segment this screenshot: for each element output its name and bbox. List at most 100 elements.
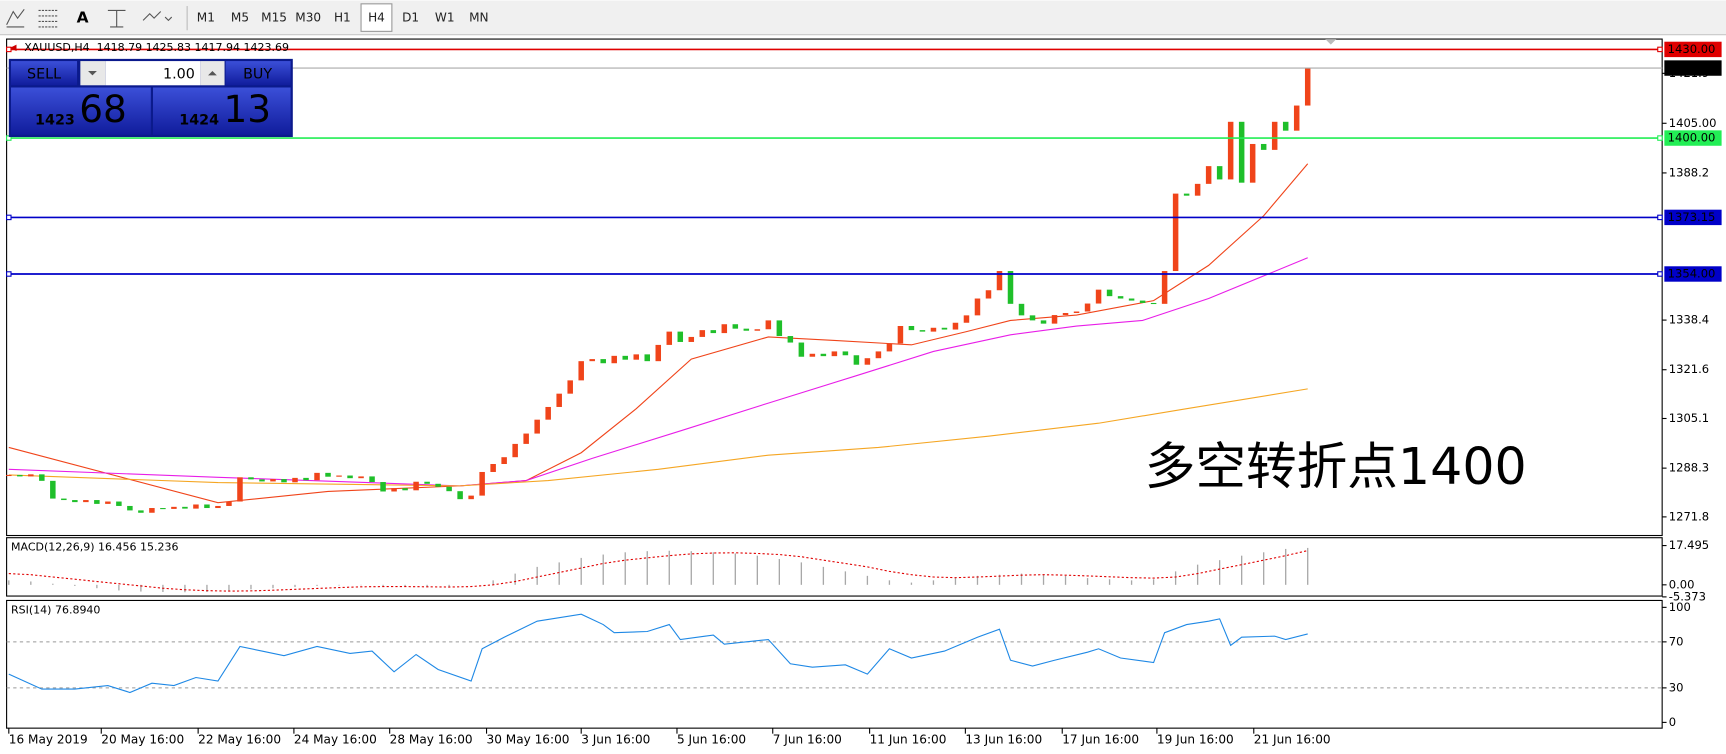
x-tick-label: 17 Jun 16:00 bbox=[1062, 733, 1139, 747]
candle bbox=[1150, 302, 1157, 305]
annotation: 多空转折点1400 bbox=[1145, 437, 1527, 496]
timeframe-button[interactable]: M30 bbox=[295, 11, 321, 25]
timeframe-active bbox=[360, 3, 393, 32]
sell-price[interactable] bbox=[11, 87, 151, 135]
price-panel bbox=[6, 38, 1663, 537]
candle bbox=[578, 361, 584, 381]
text-tool[interactable]: A bbox=[77, 9, 89, 27]
trade-panel: SELL 1.00 BUY 1423 68 1424 13 bbox=[8, 58, 293, 138]
tool-icon[interactable] bbox=[6, 9, 25, 28]
candle bbox=[83, 500, 89, 503]
lots-field[interactable] bbox=[105, 61, 201, 86]
tool-icon[interactable] bbox=[142, 11, 173, 22]
candle bbox=[204, 504, 210, 509]
candle bbox=[281, 479, 287, 483]
buy-button[interactable] bbox=[225, 61, 291, 86]
y-tick-label: -5.373 bbox=[1669, 589, 1706, 603]
candle bbox=[930, 327, 937, 332]
candle bbox=[1293, 105, 1300, 131]
candle bbox=[512, 443, 518, 458]
x-tick-label: 5 Jun 16:00 bbox=[677, 733, 746, 747]
sell-label: SELL bbox=[27, 66, 61, 82]
timeframe-button[interactable]: MN bbox=[469, 11, 488, 25]
candle bbox=[61, 498, 67, 501]
level-handle bbox=[6, 46, 12, 53]
buy-label: BUY bbox=[243, 66, 272, 82]
timeframe-button[interactable]: M1 bbox=[197, 11, 215, 25]
y-tick-label: 70 bbox=[1669, 634, 1684, 648]
candle bbox=[611, 355, 617, 364]
candle bbox=[633, 354, 639, 360]
candle bbox=[644, 354, 651, 362]
candle bbox=[666, 331, 673, 345]
candle bbox=[270, 479, 276, 482]
timeframe-button[interactable]: H4 bbox=[368, 11, 385, 25]
candle bbox=[688, 336, 695, 342]
timeframe-button[interactable]: W1 bbox=[435, 11, 455, 25]
y-tick-label: 17.495 bbox=[1669, 538, 1709, 552]
buy-price[interactable] bbox=[153, 87, 291, 135]
bid-small: 68 bbox=[79, 87, 127, 131]
candle bbox=[501, 457, 507, 464]
tool-icon[interactable] bbox=[38, 9, 59, 28]
candle bbox=[72, 500, 78, 503]
candle bbox=[622, 355, 628, 360]
candle bbox=[567, 380, 573, 394]
y-tick-label: 0 bbox=[1669, 715, 1676, 729]
timeframe-button[interactable]: D1 bbox=[402, 11, 419, 25]
rsi-line bbox=[8, 613, 1308, 694]
candle bbox=[908, 325, 915, 331]
candle bbox=[1282, 121, 1289, 131]
candle bbox=[1139, 300, 1146, 303]
candle bbox=[1249, 143, 1256, 183]
candle bbox=[963, 315, 970, 323]
rsi-title: RSI(14) 76.8940 bbox=[11, 603, 100, 616]
candle bbox=[303, 477, 309, 481]
shift-marker bbox=[1325, 39, 1337, 45]
timeframe-button[interactable]: M15 bbox=[261, 11, 287, 25]
candle bbox=[292, 477, 298, 483]
candle bbox=[941, 327, 948, 330]
candle bbox=[215, 505, 221, 509]
timeframe-button[interactable]: M5 bbox=[231, 11, 249, 25]
candle bbox=[193, 504, 199, 509]
x-tick-label: 19 Jun 16:00 bbox=[1157, 733, 1234, 747]
candle bbox=[182, 506, 188, 509]
x-tick-label: 21 Jun 16:00 bbox=[1254, 733, 1331, 747]
candle bbox=[798, 342, 805, 357]
candle bbox=[226, 501, 232, 506]
arrow-icon bbox=[88, 70, 97, 76]
x-tick-label: 20 May 16:00 bbox=[101, 733, 184, 747]
candle bbox=[534, 419, 540, 434]
tool-icon[interactable] bbox=[107, 9, 126, 28]
candle bbox=[1029, 315, 1036, 321]
rsi-panel bbox=[6, 599, 1663, 729]
current-price-label: 1423.69 bbox=[1668, 61, 1716, 75]
y-tick-label: 1338.4 bbox=[1669, 313, 1709, 327]
bid-big: 1423 bbox=[35, 113, 75, 129]
sell-button[interactable] bbox=[11, 61, 78, 86]
timeframe-button[interactable]: H1 bbox=[334, 11, 351, 25]
candle bbox=[996, 271, 1003, 291]
candle bbox=[1095, 289, 1102, 304]
candle bbox=[1183, 193, 1190, 196]
y-tick-label: 30 bbox=[1669, 680, 1684, 694]
candle bbox=[358, 476, 364, 479]
y-tick-label: 1288.3 bbox=[1669, 461, 1709, 475]
moving-average bbox=[8, 388, 1308, 487]
candle bbox=[974, 298, 981, 316]
plot bbox=[6, 46, 1663, 694]
candle bbox=[1227, 121, 1234, 180]
candle bbox=[149, 508, 155, 513]
candle bbox=[1073, 311, 1080, 313]
candle bbox=[919, 330, 926, 332]
x-tick-label: 22 May 16:00 bbox=[198, 733, 281, 747]
candle bbox=[875, 351, 882, 359]
candle bbox=[677, 331, 684, 342]
x-tick-label: 16 May 2019 bbox=[9, 733, 88, 747]
candle bbox=[50, 480, 56, 499]
y-tick-label: 100 bbox=[1669, 600, 1691, 614]
y-tick-label: 1388.2 bbox=[1669, 165, 1709, 179]
candle bbox=[116, 501, 122, 506]
candle bbox=[776, 320, 783, 337]
